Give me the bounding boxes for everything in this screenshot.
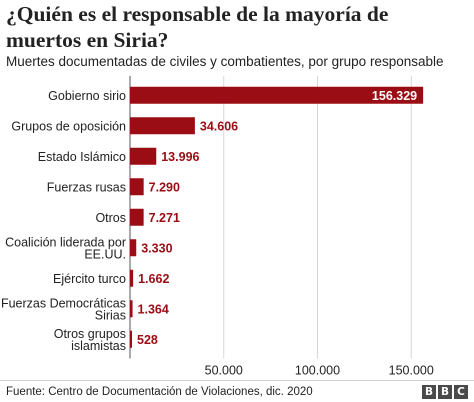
category-label: Ejército turco [53,272,126,286]
bar [130,300,133,318]
bar [130,86,424,104]
value-label: 528 [137,333,158,347]
bar [130,147,157,165]
x-tick-label: 100.000 [295,364,340,378]
value-label: 7.271 [149,211,180,225]
value-label: 1.364 [138,302,169,316]
value-label: 156.329 [372,89,417,103]
category-label: Coalición liderada por [5,235,126,249]
bar [130,178,144,196]
bbc-logo: B B C [422,385,468,399]
x-tick-label: 50.000 [205,364,243,378]
bar-chart: 50.000 100.000 150.000 Gobierno sirio 156.32… [1,76,434,378]
bar [130,117,195,135]
category-label: Otros [95,211,126,225]
x-tick-label: 150.000 [389,364,434,378]
value-label: 3.330 [141,241,172,255]
bar [130,239,137,257]
category-label: Fuerzas rusas [47,180,126,194]
category-label: Otros grupos [54,327,126,341]
category-label: Fuerzas Democráticas [1,296,126,310]
bbc-logo-letter: B [438,385,452,399]
category-label: Estado Islámico [38,150,126,164]
bbc-logo-letter: B [422,385,436,399]
category-label: Grupos de oposición [11,119,126,133]
value-label: 7.290 [149,180,180,194]
category-label: Sirias [95,308,126,322]
value-label: 1.662 [138,272,169,286]
value-label: 13.996 [161,150,199,164]
chart-title: ¿Quién es el responsable de la mayoría d… [6,2,389,52]
bar [130,208,144,226]
chart-subtitle: Muertes documentadas de civiles y combat… [6,54,444,69]
category-label: EE.UU. [84,247,126,261]
bar [130,330,132,348]
category-label: Gobierno sirio [48,89,126,103]
bbc-logo-letter: C [454,385,468,399]
value-label: 34.606 [200,119,238,133]
source-note: Fuente: Centro de Documentación de Viola… [6,386,313,398]
category-label: islamistas [71,339,126,353]
footer-divider [0,380,474,381]
bar [130,269,134,287]
